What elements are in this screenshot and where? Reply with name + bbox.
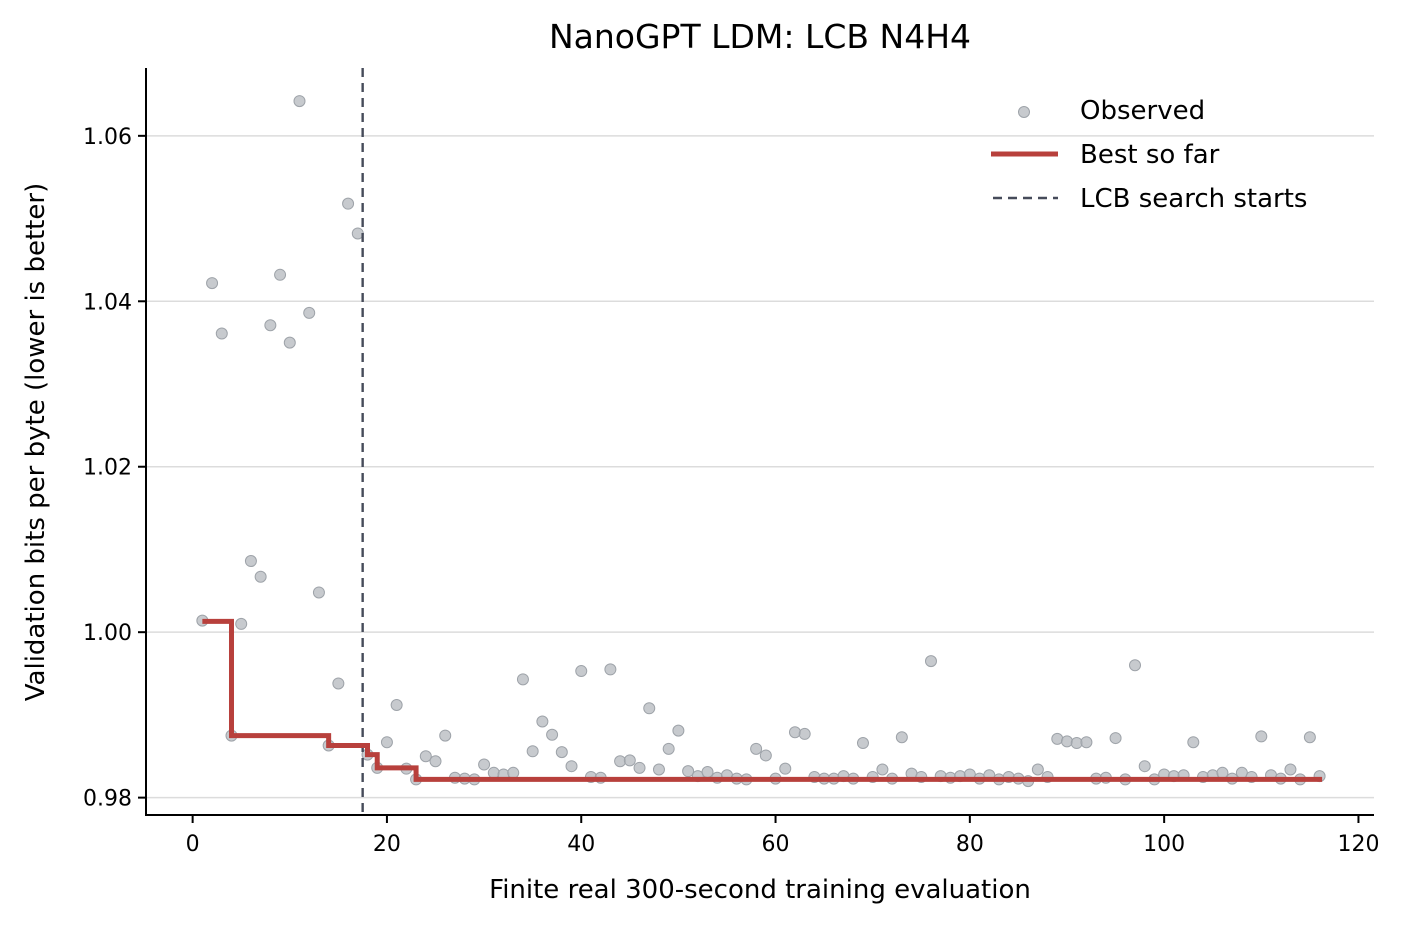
observed-point <box>546 728 559 741</box>
observed-point <box>487 766 500 779</box>
y-tick-label: 1.06 <box>83 125 132 150</box>
observed-point <box>235 617 248 630</box>
observed-point <box>895 731 908 744</box>
observed-point <box>332 677 345 690</box>
observed-point <box>342 197 355 210</box>
observed-point <box>516 673 529 686</box>
y-ticks: 0.98 1.00 1.02 1.04 1.06 <box>83 125 146 812</box>
legend-observed-marker <box>1018 106 1030 118</box>
observed-point <box>264 319 277 332</box>
legend: Observed Best so far LCB search starts <box>991 96 1307 214</box>
legend-vline-label: LCB search starts <box>1080 184 1307 214</box>
observed-point <box>798 727 811 740</box>
observed-point <box>206 277 219 290</box>
y-tick-label: 1.00 <box>83 621 132 646</box>
observed-point <box>856 737 869 750</box>
observed-point <box>672 724 685 737</box>
observed-point <box>876 763 889 776</box>
observed-point <box>555 746 568 759</box>
x-axis-label: Finite real 300-second training evaluati… <box>489 875 1031 905</box>
observed-point <box>623 754 636 767</box>
observed-point <box>643 702 656 715</box>
observed-point <box>1255 730 1268 743</box>
observed-point <box>682 765 695 778</box>
x-tick-label: 0 <box>186 832 200 857</box>
x-ticks: 0 20 40 60 80 100 120 <box>186 815 1379 857</box>
observed-point <box>1031 763 1044 776</box>
y-tick-label: 0.98 <box>83 787 132 812</box>
observed-point <box>312 586 325 599</box>
observed-point <box>633 761 646 774</box>
observed-point <box>478 758 491 771</box>
observed-point <box>526 745 539 758</box>
x-tick-label: 100 <box>1143 832 1185 857</box>
observed-point <box>788 726 801 739</box>
observed-point <box>1284 763 1297 776</box>
chart-title: NanoGPT LDM: LCB N4H4 <box>549 17 971 56</box>
observed-point <box>390 698 403 711</box>
y-axis-label: Validation bits per byte (lower is bette… <box>21 183 51 701</box>
grid <box>146 135 1374 799</box>
observed-point <box>439 729 452 742</box>
observed-point <box>536 715 549 728</box>
observed-point <box>759 749 772 762</box>
observed-point <box>274 268 287 281</box>
observed-point <box>652 763 665 776</box>
observed-point <box>429 755 442 768</box>
observed-point <box>779 762 792 775</box>
observed-point <box>244 555 257 568</box>
observed-point <box>701 765 714 778</box>
observed-point <box>1138 760 1151 773</box>
observed-point <box>1216 766 1229 779</box>
observed-point <box>215 327 228 340</box>
y-tick-label: 1.02 <box>83 456 132 481</box>
observed-point <box>1109 732 1122 745</box>
observed-point <box>303 306 316 319</box>
observed-point <box>924 655 937 668</box>
legend-best-label: Best so far <box>1080 140 1220 170</box>
observed-point <box>1051 732 1064 745</box>
observed-point <box>565 760 578 773</box>
observed-point <box>283 336 296 349</box>
observed-point <box>380 736 393 749</box>
observed-point <box>1187 736 1200 749</box>
observed-point <box>1303 731 1316 744</box>
observed-point <box>604 663 617 676</box>
observed-point <box>575 665 588 678</box>
x-tick-label: 20 <box>373 832 401 857</box>
best-so-far-line <box>202 618 1323 782</box>
observed-point <box>254 570 267 583</box>
observed-point <box>507 766 520 779</box>
x-tick-label: 80 <box>956 832 984 857</box>
observed-point <box>419 750 432 763</box>
x-tick-label: 60 <box>762 832 790 857</box>
observed-point <box>750 742 763 755</box>
x-tick-label: 40 <box>567 832 595 857</box>
observed-point <box>1061 735 1073 748</box>
x-tick-label: 120 <box>1337 832 1379 857</box>
legend-observed-label: Observed <box>1080 96 1205 126</box>
observed-point <box>662 742 675 755</box>
observed-point <box>1080 736 1093 749</box>
observed-point <box>293 95 306 108</box>
y-tick-label: 1.04 <box>83 290 132 315</box>
observed-point <box>1129 659 1142 672</box>
